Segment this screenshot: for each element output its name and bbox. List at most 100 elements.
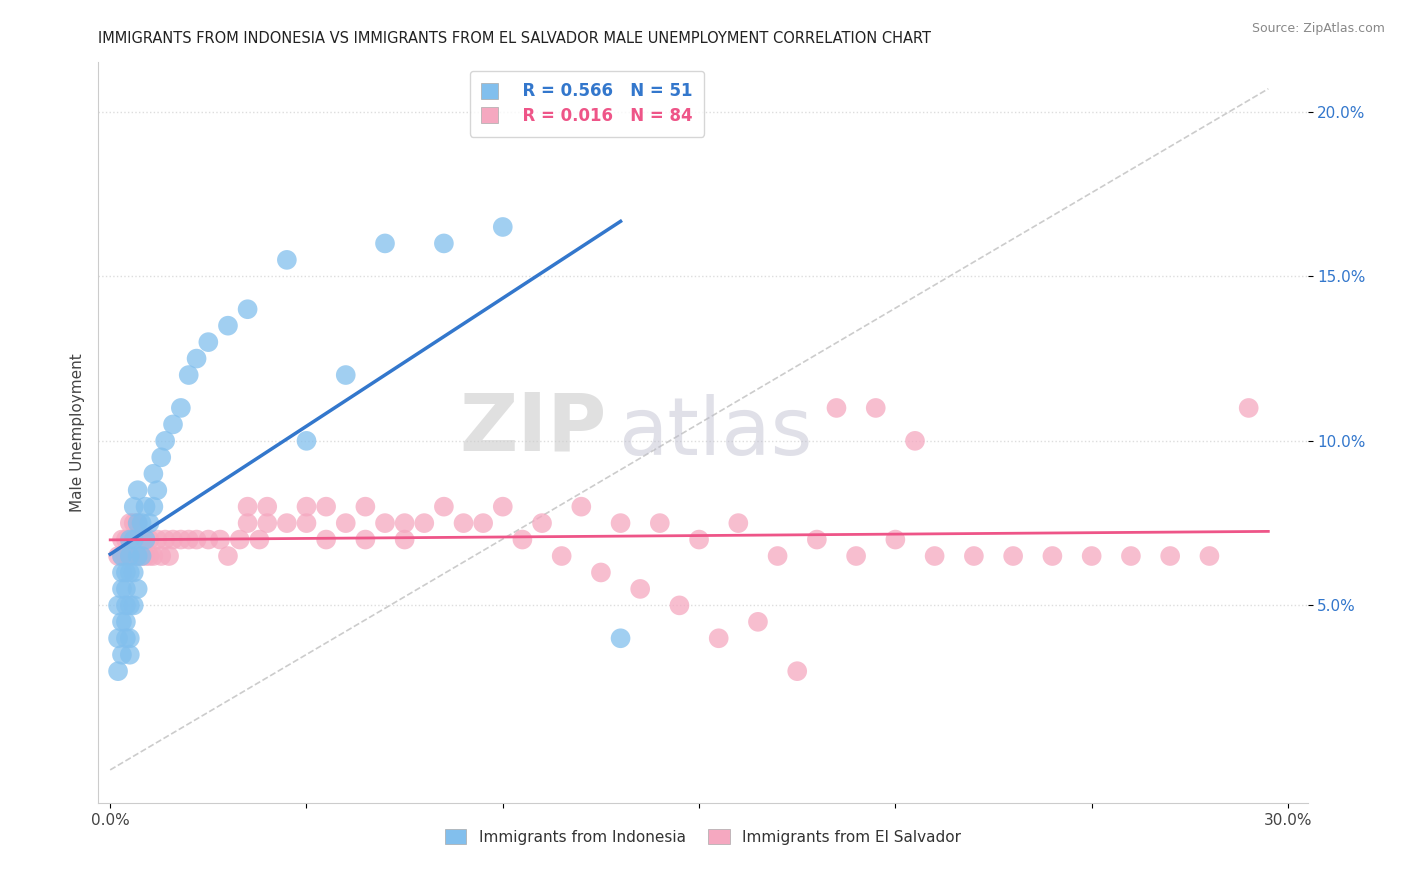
- Point: [217, 549, 239, 563]
- Point: [1159, 549, 1181, 563]
- Point: [122, 516, 145, 530]
- Point: [122, 566, 145, 580]
- Point: [394, 533, 416, 547]
- Point: [569, 500, 592, 514]
- Point: [127, 582, 149, 596]
- Point: [153, 434, 176, 448]
- Point: [492, 500, 515, 514]
- Point: [197, 335, 219, 350]
- Point: [131, 533, 153, 547]
- Point: [394, 516, 416, 530]
- Point: [315, 500, 337, 514]
- Point: [115, 533, 138, 547]
- Point: [295, 516, 318, 530]
- Point: [197, 533, 219, 547]
- Point: [236, 500, 259, 514]
- Point: [1237, 401, 1260, 415]
- Point: [1002, 549, 1025, 563]
- Point: [589, 566, 612, 580]
- Point: [727, 516, 749, 530]
- Point: [247, 533, 270, 547]
- Point: [825, 401, 848, 415]
- Text: atlas: atlas: [619, 393, 813, 472]
- Point: [786, 664, 808, 678]
- Point: [150, 450, 173, 465]
- Point: [107, 599, 129, 613]
- Point: [146, 483, 169, 498]
- Point: [111, 648, 134, 662]
- Point: [229, 533, 252, 547]
- Text: ZIP: ZIP: [458, 390, 606, 468]
- Point: [118, 549, 141, 563]
- Point: [453, 516, 475, 530]
- Point: [354, 533, 377, 547]
- Point: [1119, 549, 1142, 563]
- Point: [153, 533, 176, 547]
- Point: [628, 582, 651, 596]
- Point: [648, 516, 671, 530]
- Point: [111, 549, 134, 563]
- Point: [150, 549, 173, 563]
- Point: [107, 632, 129, 646]
- Point: [138, 533, 160, 547]
- Point: [766, 549, 789, 563]
- Point: [127, 549, 149, 563]
- Point: [111, 582, 134, 596]
- Point: [115, 582, 138, 596]
- Point: [111, 566, 134, 580]
- Point: [118, 632, 141, 646]
- Point: [707, 632, 730, 646]
- Point: [433, 236, 456, 251]
- Point: [217, 318, 239, 333]
- Point: [115, 599, 138, 613]
- Point: [127, 549, 149, 563]
- Point: [122, 599, 145, 613]
- Point: [256, 516, 278, 530]
- Point: [162, 533, 184, 547]
- Point: [747, 615, 769, 629]
- Point: [127, 516, 149, 530]
- Point: [531, 516, 554, 530]
- Point: [162, 417, 184, 432]
- Point: [924, 549, 946, 563]
- Point: [118, 599, 141, 613]
- Point: [111, 549, 134, 563]
- Point: [118, 566, 141, 580]
- Point: [142, 467, 165, 481]
- Point: [131, 516, 153, 530]
- Point: [118, 533, 141, 547]
- Point: [115, 549, 138, 563]
- Point: [138, 516, 160, 530]
- Point: [354, 500, 377, 514]
- Point: [177, 533, 200, 547]
- Text: Source: ZipAtlas.com: Source: ZipAtlas.com: [1251, 22, 1385, 36]
- Point: [135, 533, 157, 547]
- Point: [135, 549, 157, 563]
- Point: [1198, 549, 1220, 563]
- Point: [865, 401, 887, 415]
- Point: [131, 549, 153, 563]
- Point: [276, 516, 298, 530]
- Point: [550, 549, 572, 563]
- Point: [142, 549, 165, 563]
- Point: [177, 368, 200, 382]
- Point: [492, 219, 515, 234]
- Point: [884, 533, 907, 547]
- Point: [135, 500, 157, 514]
- Point: [186, 533, 208, 547]
- Point: [1042, 549, 1064, 563]
- Point: [1080, 549, 1102, 563]
- Point: [107, 549, 129, 563]
- Point: [209, 533, 232, 547]
- Point: [111, 615, 134, 629]
- Point: [609, 632, 631, 646]
- Point: [115, 566, 138, 580]
- Point: [472, 516, 495, 530]
- Point: [963, 549, 986, 563]
- Point: [186, 351, 208, 366]
- Point: [295, 500, 318, 514]
- Point: [806, 533, 828, 547]
- Point: [118, 516, 141, 530]
- Point: [122, 533, 145, 547]
- Point: [111, 533, 134, 547]
